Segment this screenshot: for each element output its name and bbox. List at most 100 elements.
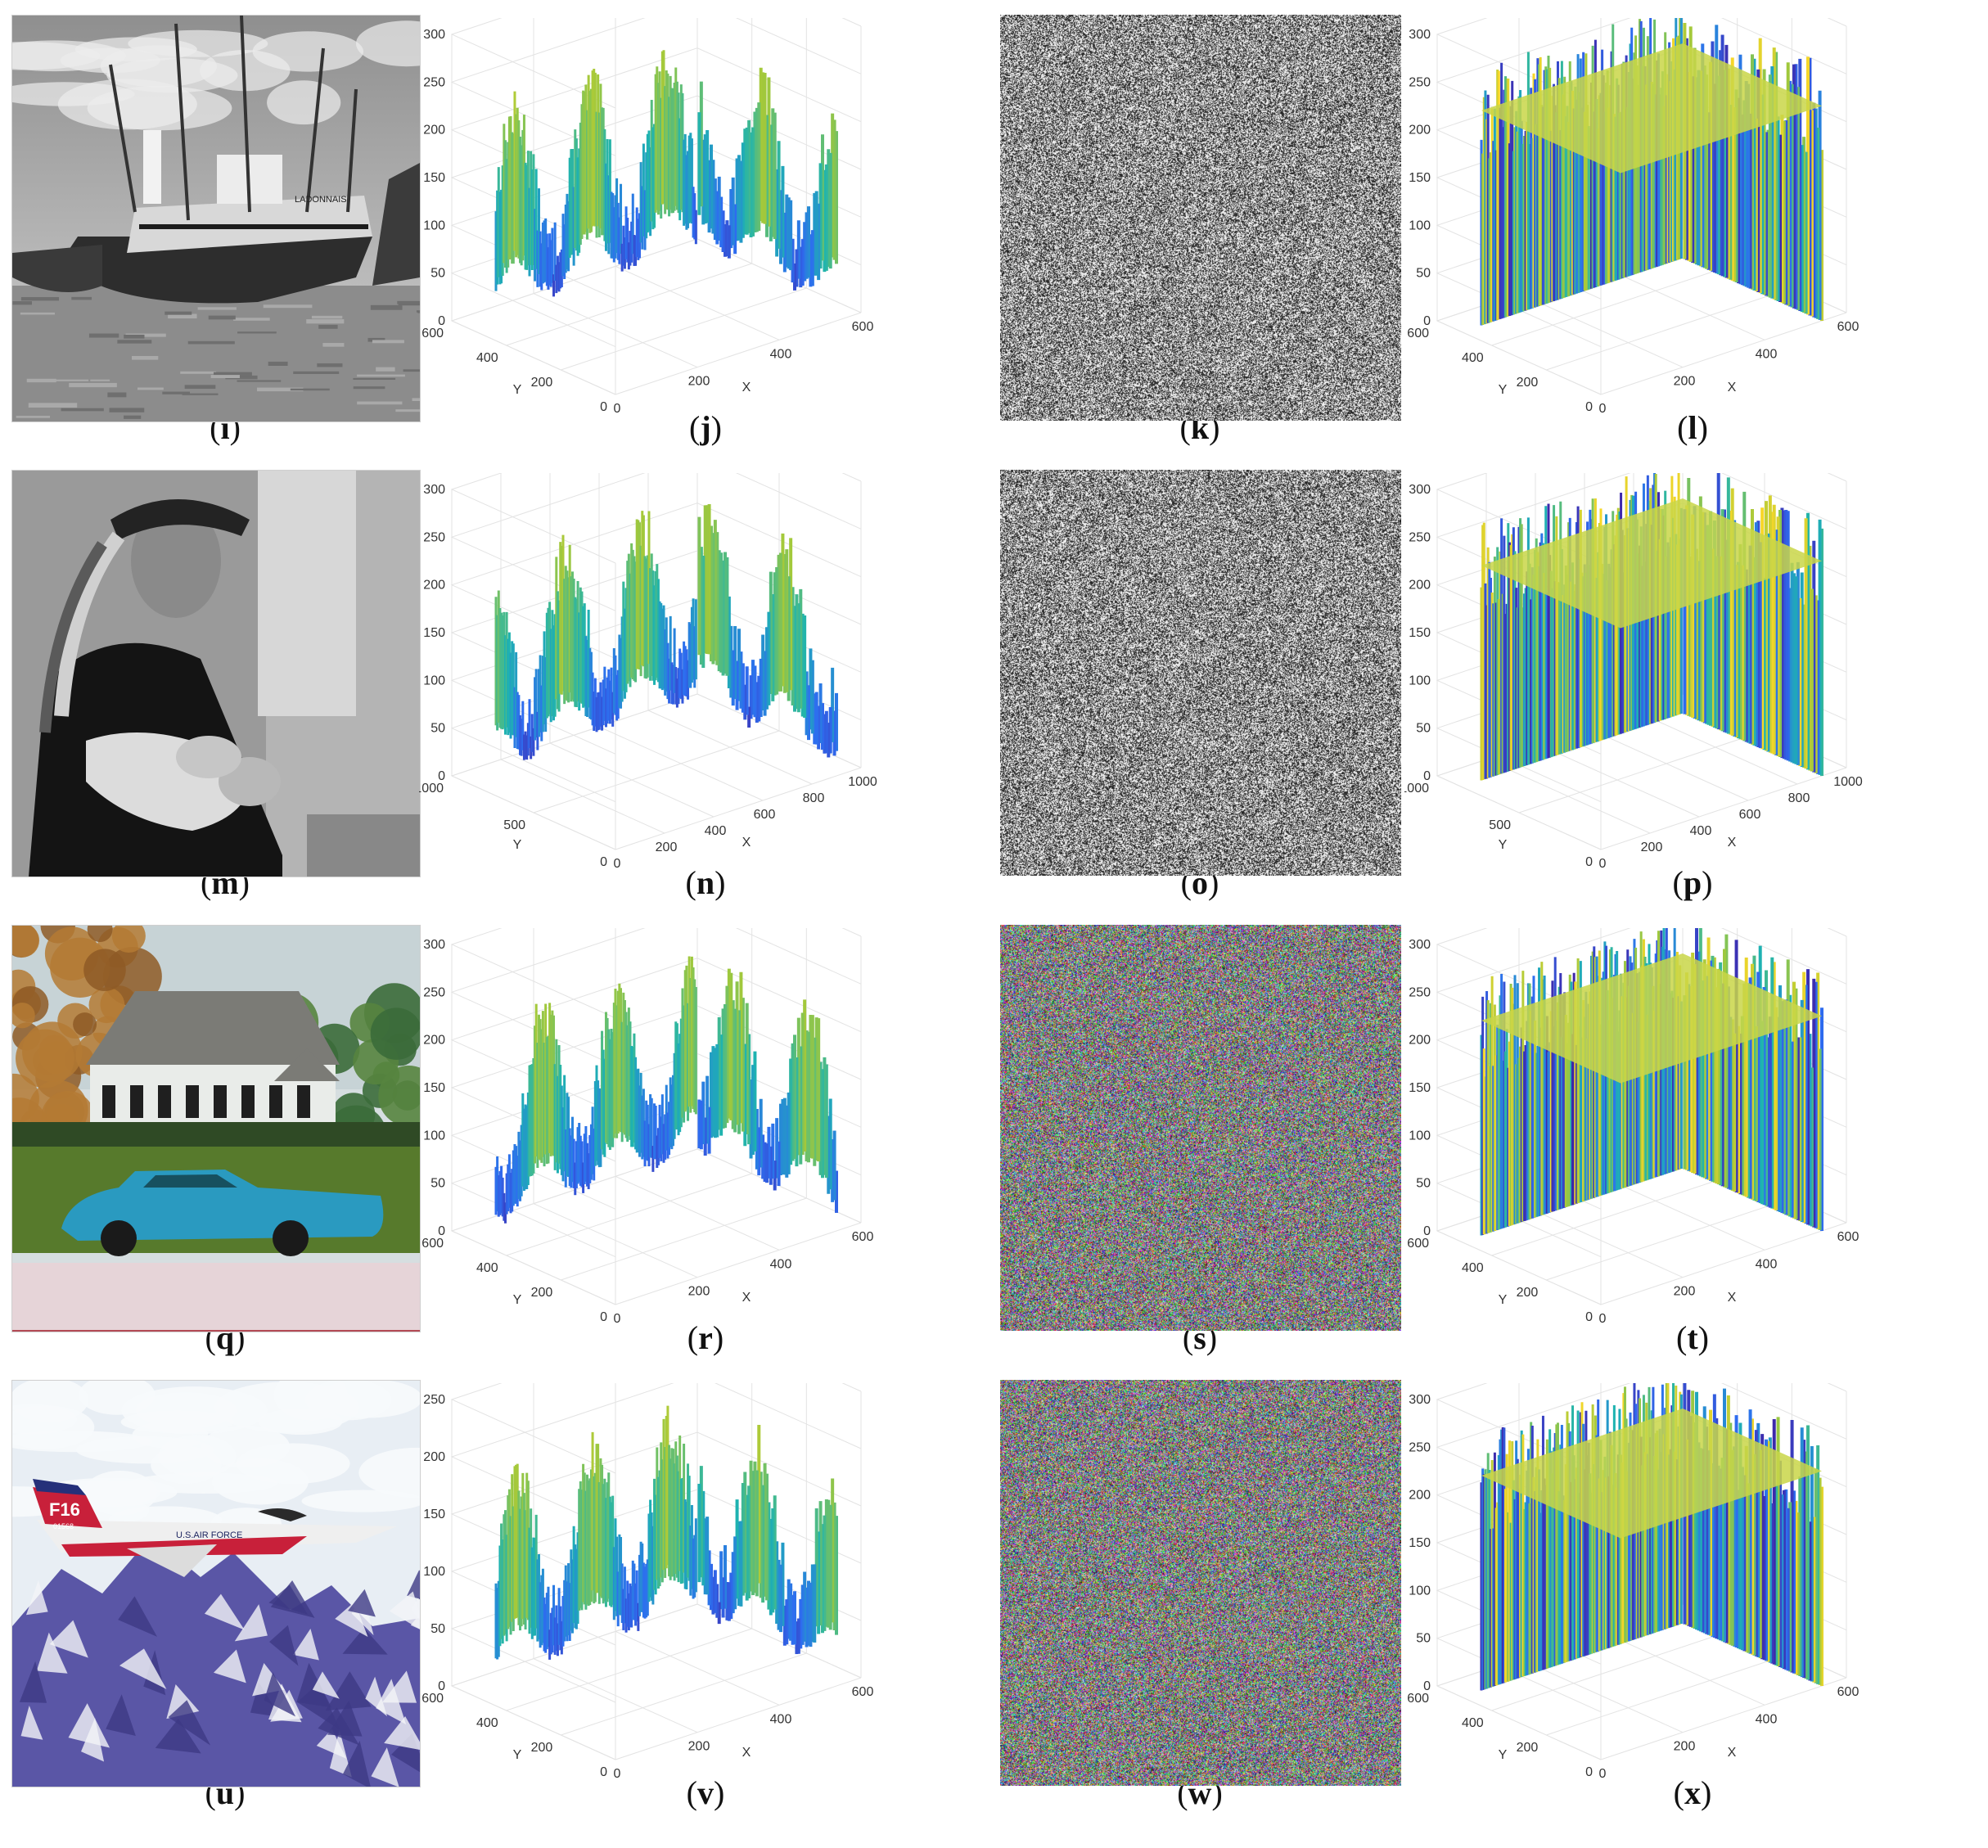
- x-tick-label: 600: [1837, 1685, 1860, 1699]
- boat-name-text: LADONNAIS: [295, 195, 347, 205]
- x-tick-label: 600: [852, 1685, 874, 1699]
- surface-plot-n: 0501001502002503000200400600800100005001…: [419, 473, 877, 871]
- surface: [494, 956, 838, 1224]
- caption-close-paren: ): [1702, 864, 1713, 901]
- y-tick-label: 200: [531, 376, 553, 390]
- photo-house: [11, 925, 421, 1332]
- z-tick-label: 300: [423, 938, 445, 952]
- x-tick-label: 400: [1690, 824, 1712, 838]
- z-tick-label: 50: [431, 722, 445, 736]
- y-tick-label: 600: [421, 1692, 444, 1706]
- x-tick-label: 0: [1599, 1767, 1607, 1781]
- caption-close-paren: ): [1701, 1774, 1712, 1811]
- z-tick-label: 0: [1423, 1224, 1431, 1238]
- tick-labels: 0501001502002503000200400600800100005001…: [1404, 483, 1863, 871]
- z-tick-label: 100: [423, 1565, 445, 1579]
- z-tick-label: 250: [423, 985, 445, 999]
- y-tick-label: 500: [1489, 818, 1511, 832]
- x-axis-label: X: [1728, 381, 1737, 394]
- caption-label: j: [700, 409, 711, 446]
- y-axis-label: Y: [1499, 1293, 1508, 1307]
- y-tick-label: 400: [476, 1716, 498, 1730]
- x-tick-label: 600: [852, 320, 874, 334]
- y-tick-label: 200: [1517, 1741, 1539, 1755]
- y-tick-label: 0: [1585, 1765, 1593, 1779]
- x-tick-label: 400: [770, 1257, 792, 1271]
- x-tick-label: 400: [770, 347, 792, 361]
- x-tick-label: 600: [754, 808, 776, 822]
- jet-serial-text: 01568: [53, 1522, 74, 1530]
- caption-open-paren: (: [1672, 864, 1684, 901]
- y-tick-label: 1000: [419, 782, 444, 796]
- x-axis-label: X: [742, 836, 751, 850]
- x-axis-label: X: [1728, 1291, 1737, 1305]
- x-tick-label: 0: [614, 1312, 621, 1326]
- z-tick-label: 200: [423, 579, 445, 593]
- caption-close-paren: ): [710, 409, 722, 446]
- x-tick-label: 200: [1674, 375, 1696, 389]
- y-tick-label: 0: [600, 400, 607, 414]
- caption-x: (x): [1611, 1774, 1774, 1812]
- z-tick-label: 300: [1409, 483, 1431, 497]
- z-tick-label: 0: [1423, 769, 1431, 783]
- caption-n: (n): [624, 863, 787, 902]
- surface-top: [1481, 953, 1822, 1084]
- y-tick-label: 1000: [1404, 782, 1429, 796]
- x-tick-label: 200: [1641, 841, 1663, 854]
- z-tick-label: 150: [423, 626, 445, 640]
- x-tick-label: 400: [1756, 347, 1778, 361]
- caption-open-paren: (: [686, 1774, 697, 1811]
- caption-l: (l): [1611, 408, 1774, 447]
- y-tick-label: 500: [503, 818, 525, 832]
- caption-close-paren: ): [715, 864, 726, 901]
- y-axis-label: Y: [513, 1748, 522, 1762]
- z-tick-label: 250: [1409, 530, 1431, 544]
- y-tick-label: 200: [1517, 1286, 1539, 1300]
- x-axis-label: X: [1728, 836, 1737, 850]
- surface-top: [1481, 1409, 1822, 1539]
- z-tick-label: 200: [423, 1034, 445, 1048]
- x-tick-label: 600: [852, 1230, 874, 1244]
- z-tick-label: 50: [431, 1177, 445, 1191]
- caption-close-paren: ): [1697, 409, 1708, 446]
- z-tick-label: 100: [1409, 1584, 1431, 1598]
- z-tick-label: 300: [423, 483, 445, 497]
- y-tick-label: 400: [476, 351, 498, 365]
- surface-plot-v: 05010015020025002004006000200400600inten…: [421, 1383, 873, 1781]
- z-tick-label: 100: [1409, 1129, 1431, 1143]
- surface-top: [1481, 498, 1822, 629]
- x-tick-label: 0: [1599, 402, 1607, 416]
- x-axis-label: X: [742, 381, 751, 394]
- z-tick-label: 150: [1409, 626, 1431, 640]
- caption-open-paren: (: [1673, 1774, 1684, 1811]
- y-tick-label: 600: [421, 1237, 444, 1251]
- caption-label: x: [1684, 1774, 1701, 1811]
- z-tick-label: 200: [423, 1450, 445, 1464]
- y-axis-label: Y: [513, 838, 522, 852]
- z-tick-label: 0: [438, 314, 445, 328]
- y-tick-label: 600: [1407, 327, 1429, 340]
- caption-open-paren: (: [1677, 409, 1688, 446]
- caption-label: p: [1683, 864, 1702, 901]
- y-tick-label: 400: [1462, 1716, 1484, 1730]
- jet-tail-text: F16: [49, 1499, 80, 1520]
- photo-man: [11, 470, 421, 877]
- surface-top: [1481, 43, 1822, 174]
- caption-label: n: [696, 864, 715, 901]
- z-tick-label: 100: [423, 1129, 445, 1143]
- z-tick-label: 0: [438, 769, 445, 783]
- z-tick-label: 50: [1416, 722, 1431, 736]
- jet-fuselage-text: U.S.AIR FORCE: [176, 1530, 242, 1540]
- x-tick-label: 0: [614, 857, 621, 871]
- z-tick-label: 250: [423, 1393, 445, 1407]
- caption-label: t: [1687, 1319, 1698, 1356]
- z-tick-label: 50: [1416, 267, 1431, 281]
- caption-close-paren: ): [712, 1319, 724, 1356]
- y-tick-label: 0: [1585, 400, 1593, 414]
- z-tick-label: 50: [1416, 1632, 1431, 1646]
- x-tick-label: 200: [688, 375, 710, 389]
- z-tick-label: 250: [423, 75, 445, 89]
- y-tick-label: 0: [1585, 1310, 1593, 1324]
